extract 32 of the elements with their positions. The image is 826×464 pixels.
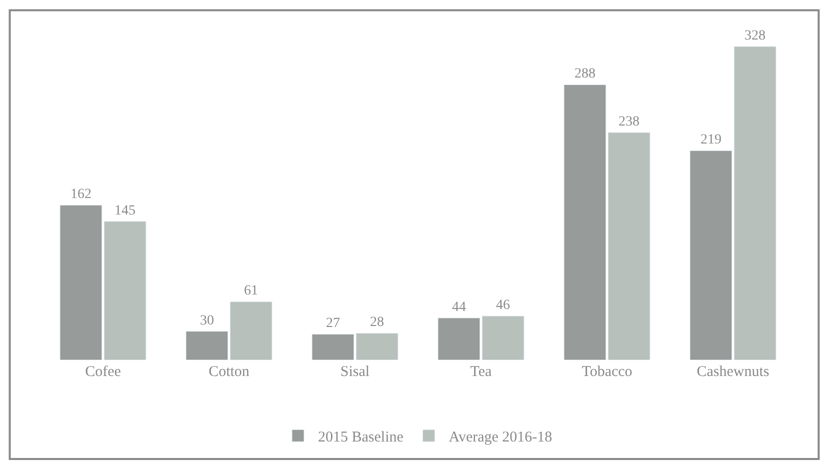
x-tick-label: Cotton: [208, 364, 250, 380]
legend-label: Average 2016-18: [448, 430, 552, 446]
x-tick-label: Cofee: [85, 364, 122, 380]
data-label: 219: [700, 132, 722, 148]
data-label: 162: [70, 187, 92, 202]
bar: [438, 318, 480, 360]
legend-label: 2015 Baseline: [318, 430, 404, 446]
x-tick-label: Tea: [470, 364, 492, 380]
bar: [564, 84, 606, 360]
bar: [482, 316, 524, 360]
bar: [230, 301, 272, 360]
bar: [312, 334, 354, 360]
bar: [186, 331, 228, 360]
data-label: 28: [370, 315, 384, 330]
data-label: 27: [326, 316, 340, 332]
bar: [690, 150, 732, 360]
data-label: 328: [744, 28, 766, 44]
data-label: 30: [200, 313, 214, 328]
bar: [734, 46, 776, 360]
bar: [608, 132, 650, 360]
bar: [104, 221, 146, 360]
data-label: 238: [618, 114, 640, 130]
x-tick-label: Cashewnuts: [696, 364, 770, 380]
data-label: 44: [452, 300, 466, 315]
x-tick-label: Sisal: [340, 364, 370, 380]
x-tick-label: Tobacco: [582, 364, 632, 380]
data-label: 46: [496, 298, 510, 314]
data-label: 288: [574, 66, 596, 82]
bar: [60, 204, 102, 360]
data-label: 61: [244, 284, 258, 299]
data-label: 145: [114, 203, 136, 218]
bar: [356, 332, 398, 360]
